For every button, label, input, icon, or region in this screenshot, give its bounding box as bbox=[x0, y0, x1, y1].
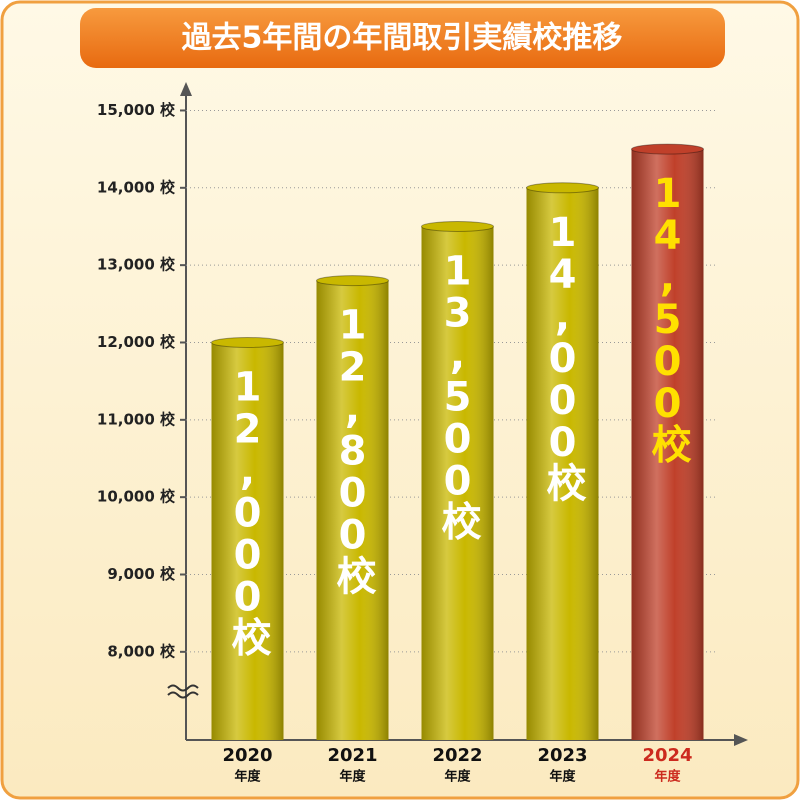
bar-shade bbox=[421, 226, 494, 740]
y-tick-label: 9,000 校 bbox=[107, 565, 176, 583]
y-tick-label: 11,000 校 bbox=[97, 410, 176, 428]
value-label: 14,000校 bbox=[540, 210, 587, 502]
title-box bbox=[80, 8, 725, 68]
bar-shade bbox=[526, 187, 599, 740]
bar-top bbox=[421, 220, 494, 232]
x-tick-suffix: 年度 bbox=[549, 769, 576, 785]
y-tick-label: 14,000 校 bbox=[97, 178, 176, 196]
x-tick-suffix: 年度 bbox=[444, 769, 471, 785]
bar-top bbox=[526, 182, 599, 194]
y-tick-label: 8,000 校 bbox=[107, 642, 176, 660]
bar-top bbox=[316, 275, 389, 287]
bar-shade bbox=[631, 149, 704, 740]
bar-shade bbox=[316, 280, 389, 740]
y-tick-label: 10,000 校 bbox=[97, 488, 176, 506]
axis-break bbox=[167, 684, 199, 699]
x-tick-suffix: 年度 bbox=[654, 769, 681, 785]
x-arrow bbox=[734, 734, 748, 746]
y-tick-label: 13,000 校 bbox=[97, 256, 176, 274]
x-tick-label: 2020 bbox=[222, 745, 272, 766]
x-tick-suffix: 年度 bbox=[234, 769, 261, 785]
bar-shade bbox=[211, 342, 284, 740]
value-label: 14,500校 bbox=[645, 171, 692, 463]
bar-top bbox=[211, 336, 284, 348]
x-tick-label: 2021 bbox=[327, 745, 377, 766]
x-tick-label: 2023 bbox=[537, 745, 587, 766]
x-tick-label: 2024 bbox=[642, 745, 692, 766]
chart-title: 過去5年間の年間取引実績校推移 bbox=[182, 21, 623, 56]
value-label: 12,800校 bbox=[330, 303, 377, 595]
y-arrow bbox=[180, 82, 192, 96]
y-tick-label: 15,000 校 bbox=[97, 101, 176, 119]
y-tick-label: 12,000 校 bbox=[97, 333, 176, 351]
bar-top bbox=[631, 143, 704, 155]
value-label: 13,500校 bbox=[435, 248, 482, 540]
value-label: 12,000校 bbox=[225, 364, 272, 656]
x-tick-suffix: 年度 bbox=[339, 769, 366, 785]
x-tick-label: 2022 bbox=[432, 745, 482, 766]
